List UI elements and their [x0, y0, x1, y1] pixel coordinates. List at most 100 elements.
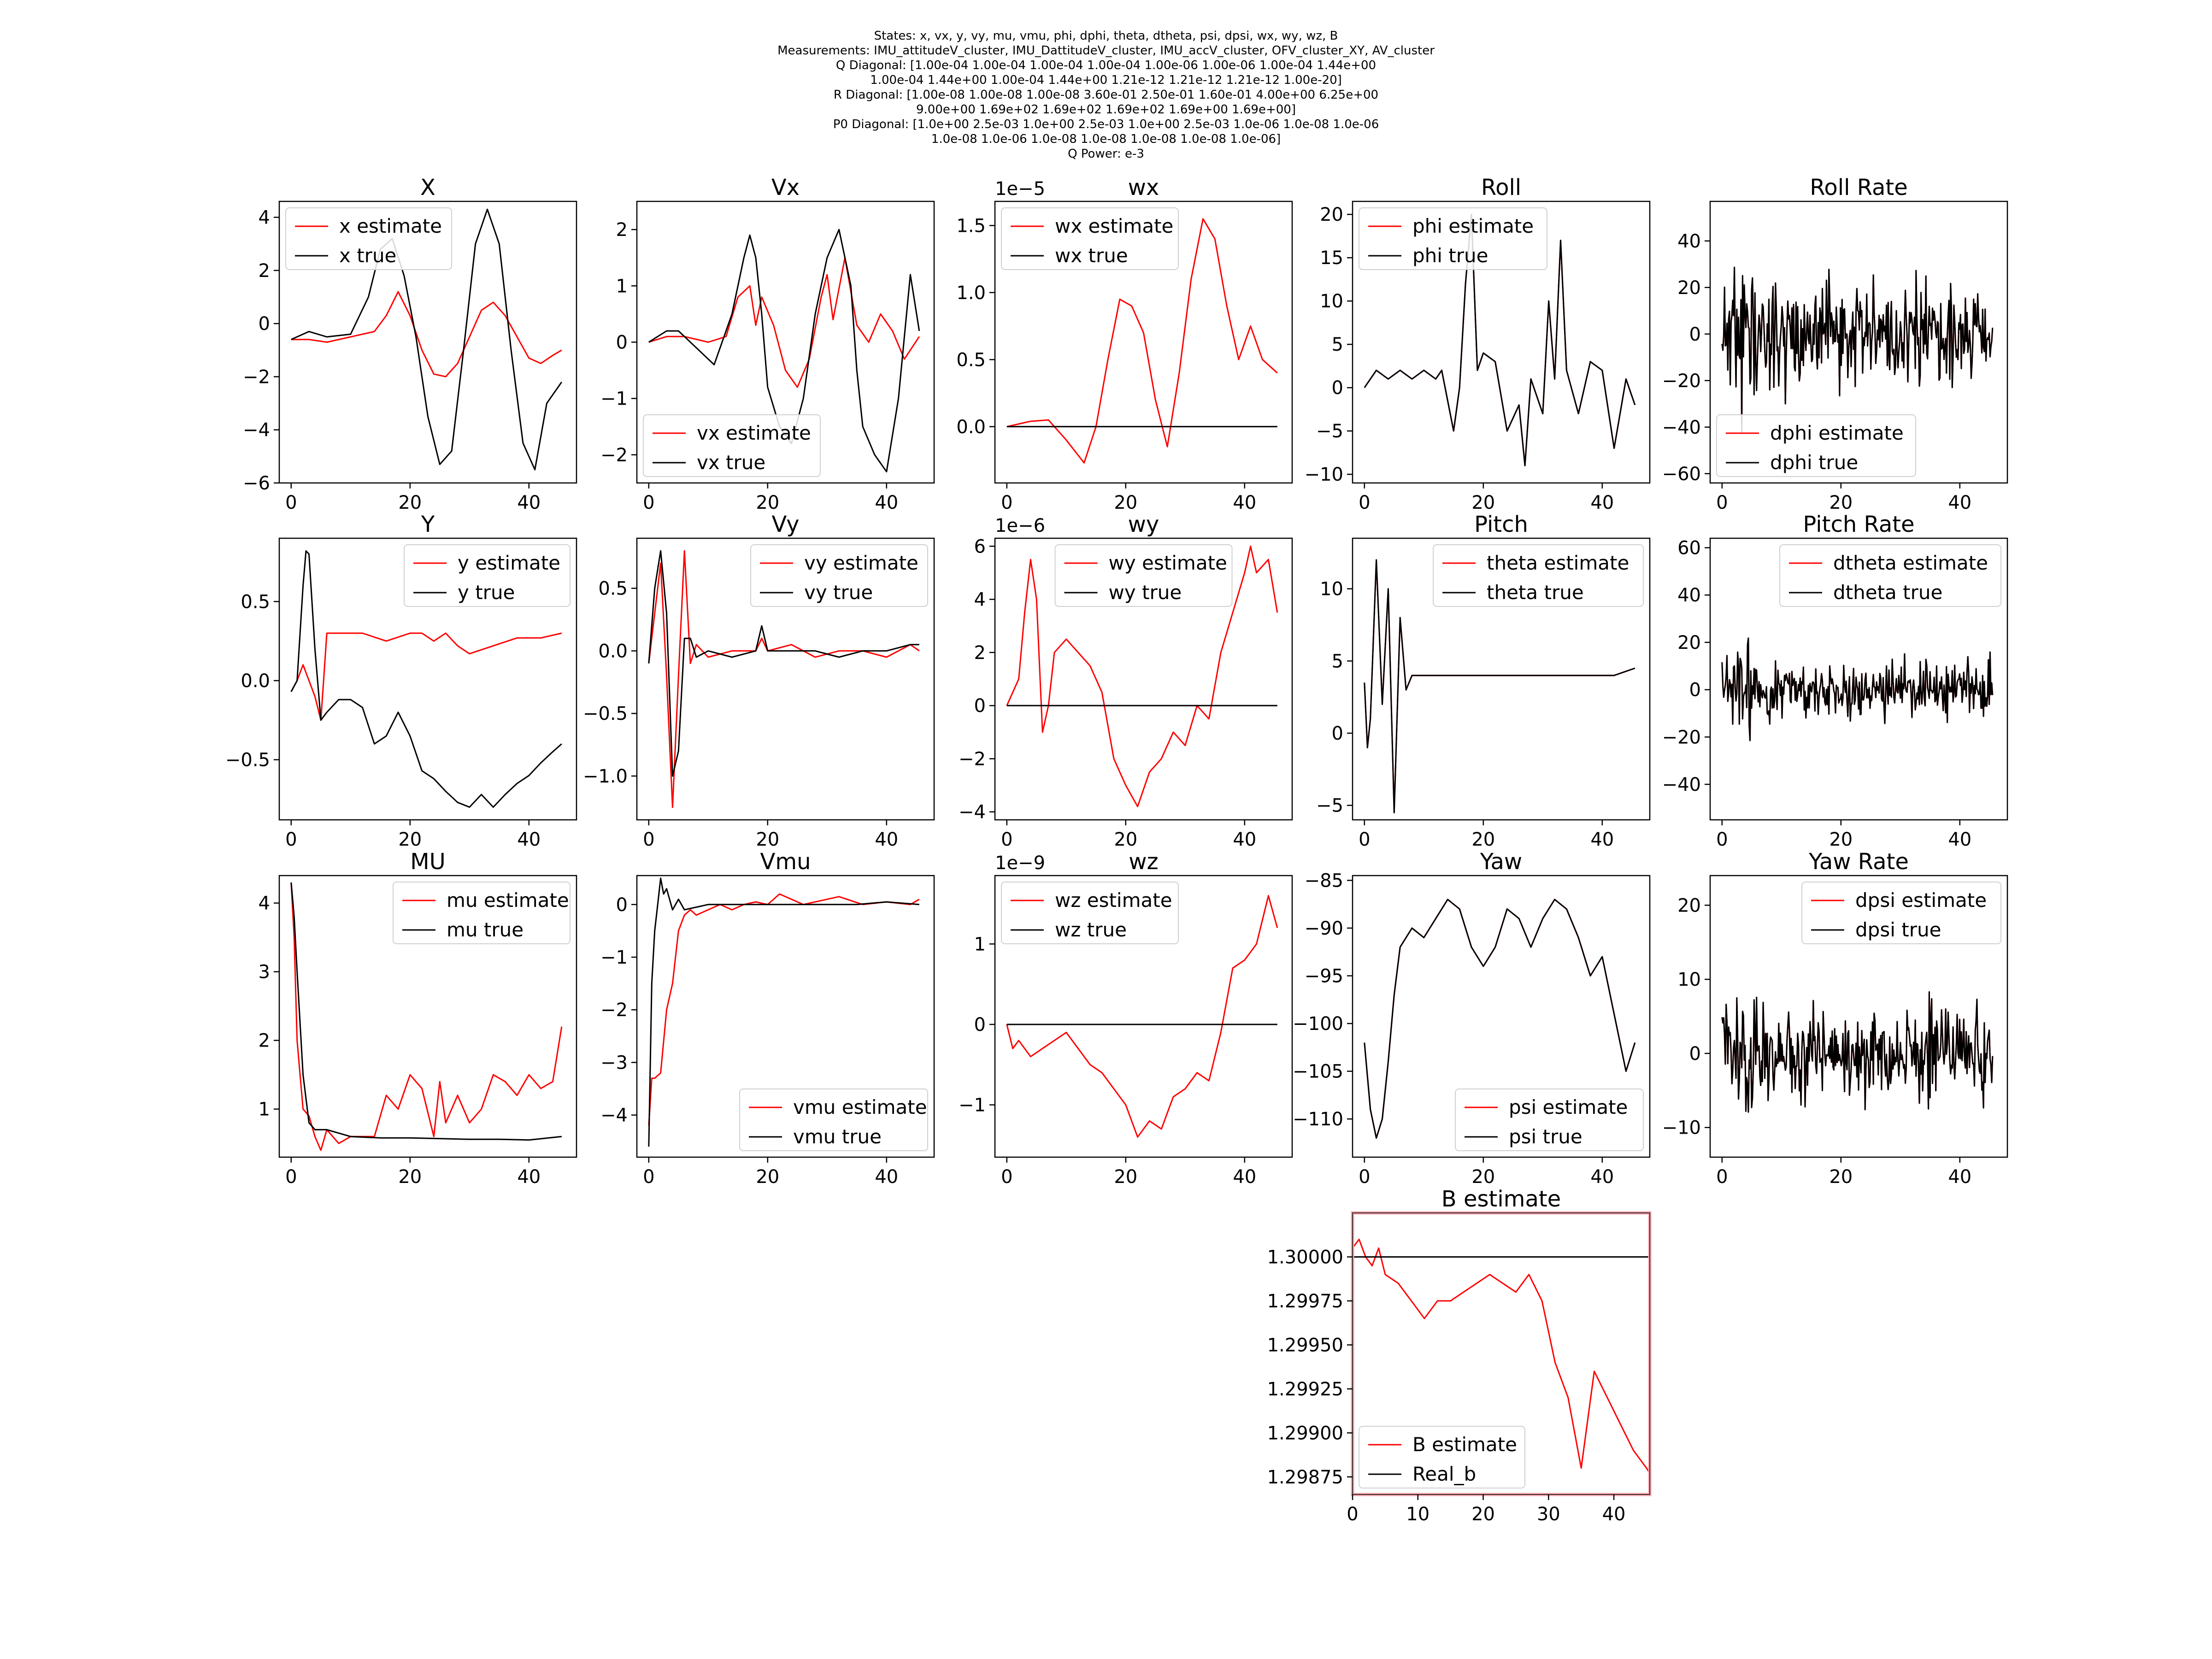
legend-label-wz-true: wz true	[1055, 918, 1127, 941]
y-tick-label: 0	[616, 894, 628, 916]
plot-title: Vx	[771, 175, 800, 200]
series-line-vy-estimate	[648, 550, 920, 808]
y-tick-label: −40	[1662, 774, 1701, 795]
y-tick-label: 0	[974, 695, 986, 717]
legend: x estimate x true	[285, 207, 452, 270]
legend-label-vx-estimate: vx estimate	[697, 422, 811, 444]
axes-frame	[278, 200, 577, 484]
plot-title: Pitch	[1474, 512, 1528, 537]
series-line-wz-estimate	[1006, 895, 1278, 1138]
series-line-dpsi-true	[1721, 991, 1994, 1113]
legend-label-b-estimate: B estimate	[1412, 1433, 1517, 1456]
legend-box	[1001, 207, 1179, 270]
y-tick-label: −5	[1316, 421, 1343, 442]
series-line-y-true	[290, 550, 562, 808]
x-tick-label: 20	[1829, 829, 1853, 850]
header-p0-diagonal-line-2: 1.0e-08 1.0e-06 1.0e-08 1.0e-08 1.0e-08 …	[931, 132, 1281, 146]
x-tick-label: 0	[1001, 829, 1012, 850]
axes-inner-frame	[1352, 1212, 1650, 1495]
legend-label-phi-estimate: phi estimate	[1412, 215, 1534, 237]
legend-label-dtheta-estimate: dtheta estimate	[1833, 552, 1988, 574]
x-tick-label: 0	[285, 829, 297, 850]
y-tick-label: 0	[616, 332, 628, 353]
y-tick-label: 10	[1677, 969, 1701, 990]
x-tick-label: 40	[875, 829, 898, 850]
y-tick-label: −3	[600, 1052, 628, 1073]
y-tick-label: 0	[1689, 324, 1701, 345]
legend-label-dphi-estimate: dphi estimate	[1770, 422, 1904, 444]
y-tick-label: 0	[1332, 723, 1343, 744]
plot-title: MU	[410, 849, 446, 875]
x-tick-label: 40	[1590, 829, 1614, 850]
x-tick-label: 20	[398, 829, 422, 850]
plot-title: Roll Rate	[1810, 175, 1908, 200]
axes-frame	[636, 537, 935, 821]
legend-label-dphi-true: dphi true	[1770, 451, 1858, 474]
legend: vy estimate vy true	[750, 544, 928, 607]
legend-label-phi-true: phi true	[1412, 244, 1488, 267]
legend-box	[404, 544, 571, 607]
legend-label-mu-true: mu true	[447, 918, 524, 941]
legend: dpsi estimate dpsi true	[1801, 882, 2001, 944]
legend-box	[393, 882, 571, 944]
legend-label-dtheta-true: dtheta true	[1833, 581, 1942, 604]
y-tick-label: −10	[1662, 1118, 1701, 1139]
y-tick-label: 0.5	[598, 578, 628, 600]
header-q-power-line: Q Power: e-3	[1068, 147, 1144, 161]
y-tick-label: 0	[1689, 680, 1701, 701]
x-tick-label: 40	[1590, 492, 1614, 513]
y-tick-label: −4	[243, 420, 270, 441]
plot-wx: wx 0 20 40 0.0 0.5 1.0 1.5 1e−5 wx estimate wx tru…	[956, 175, 1293, 513]
x-tick-label: 20	[1471, 1504, 1495, 1525]
legend-label-vy-true: vy true	[804, 581, 873, 604]
y-tick-label: −10	[1305, 464, 1343, 485]
legend: dphi estimate dphi true	[1716, 414, 1916, 477]
legend: dtheta estimate dtheta true	[1779, 544, 2001, 607]
y-tick-label: 20	[1677, 277, 1701, 299]
x-tick-label: 10	[1406, 1504, 1430, 1525]
legend-box	[1801, 882, 2001, 944]
legend-label-psi-estimate: psi estimate	[1509, 1096, 1628, 1118]
y-tick-label: −6	[243, 473, 270, 494]
header-q-diagonal-line-2: 1.00e-04 1.44e+00 1.00e-04 1.44e+00 1.21…	[870, 73, 1342, 87]
plot-vx: Vx 0 20 40 −2 −1 0 1 2 vx estimate vx true	[600, 175, 935, 513]
legend-box	[1433, 544, 1644, 607]
y-tick-label: 0.5	[241, 591, 270, 612]
plot-title: B estimate	[1441, 1186, 1561, 1212]
x-tick-label: 20	[1471, 1166, 1495, 1188]
y-tick-label: 0.0	[241, 671, 270, 692]
y-tick-label: −4	[959, 802, 986, 823]
legend-box	[1779, 544, 2001, 607]
y-tick-label: 60	[1677, 538, 1701, 559]
x-tick-label: 0	[1359, 829, 1370, 850]
legend: vmu estimate vmu true	[739, 1088, 928, 1151]
y-tick-label: 2	[259, 260, 270, 282]
legend-label-y-estimate: y estimate	[458, 552, 560, 574]
y-tick-label: −105	[1293, 1061, 1343, 1082]
plot-mu: MU 0 20 40 1 2 3 4 mu estimate mu true	[259, 849, 577, 1188]
x-tick-label: 0	[643, 492, 654, 513]
y-tick-label: 0	[1689, 1043, 1701, 1065]
x-tick-label: 0	[1716, 829, 1728, 850]
legend: phi estimate phi true	[1359, 207, 1547, 270]
y-axis-offset: 1e−5	[995, 178, 1045, 200]
legend: vx estimate vx true	[643, 414, 821, 477]
legend-box	[739, 1088, 928, 1151]
legend-box	[1716, 414, 1916, 477]
legend-label-vmu-true: vmu true	[793, 1125, 882, 1148]
x-tick-label: 30	[1537, 1504, 1560, 1525]
y-tick-label: 0	[259, 313, 270, 335]
axes-frame	[1352, 875, 1651, 1158]
y-tick-label: 1.0	[956, 282, 986, 304]
series-line-phi-true	[1364, 213, 1636, 466]
x-tick-label: 20	[1114, 492, 1137, 513]
series-line-vmu-estimate	[648, 893, 920, 1126]
x-tick-label: 0	[1716, 1166, 1728, 1188]
series-line-mu-estimate	[290, 882, 563, 1151]
axes-frame	[994, 537, 1293, 821]
x-tick-label: 20	[1829, 492, 1853, 513]
axes-frame	[636, 875, 935, 1158]
plot-roll-rate: Roll Rate 0 20 40 −60 −40 −20 0 20 40 dphi estimat…	[1662, 175, 2008, 513]
legend: theta estimate theta true	[1433, 544, 1644, 607]
y-tick-label: 1.29950	[1267, 1335, 1343, 1356]
